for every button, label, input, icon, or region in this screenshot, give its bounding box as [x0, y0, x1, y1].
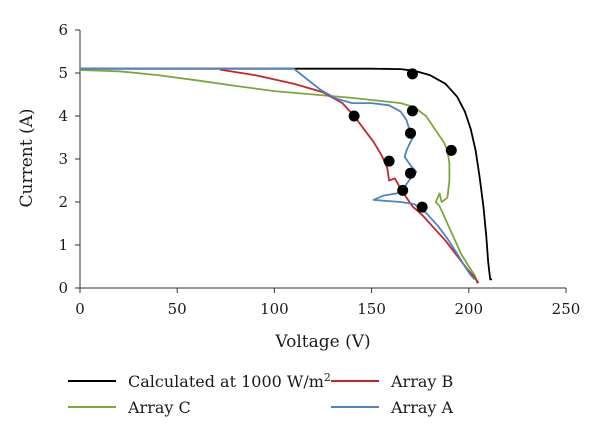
y-tick-label: 0	[58, 279, 68, 297]
mpp-point	[404, 127, 416, 139]
legend-label: Array A	[390, 398, 454, 417]
legend: Calculated at 1000 W/m2 Array C Array B Arr…	[68, 371, 454, 417]
x-tick-label: 200	[454, 300, 483, 318]
x-tick-label: 0	[75, 300, 85, 318]
series-line-array-b	[219, 68, 480, 284]
x-tick-label: 50	[168, 300, 187, 318]
mpp-point	[397, 184, 409, 196]
series-line-array-c	[79, 69, 479, 284]
mpp-points-layer	[348, 68, 457, 213]
mpp-point	[348, 110, 360, 122]
series-line-calculated-at-1000-w-m	[80, 67, 493, 281]
mpp-point	[383, 155, 395, 167]
x-tick-label: 100	[260, 300, 289, 318]
x-axis-label: Voltage (V)	[274, 332, 370, 352]
y-tick-label: 6	[58, 21, 68, 39]
mpp-point	[406, 105, 418, 117]
mpp-point	[445, 144, 457, 156]
mpp-point	[404, 167, 416, 179]
x-tick-label: 250	[552, 300, 581, 318]
legend-label-superscript: 2	[324, 371, 331, 384]
legend-label: Calculated at 1000 W/m2	[128, 371, 331, 392]
axes: Current (A) Voltage (V) 0 50 100 150 200 250 0…	[17, 21, 580, 352]
y-tick-label: 3	[58, 150, 68, 168]
y-tick-label: 4	[58, 107, 68, 125]
legend-label: Array C	[127, 398, 191, 417]
mpp-point	[406, 68, 418, 80]
y-tick-label: 5	[58, 64, 68, 82]
legend-label: Array B	[390, 372, 453, 391]
series-layer	[79, 67, 493, 284]
series-line-array-a	[80, 67, 476, 281]
mpp-point	[416, 201, 428, 213]
y-axis-label: Current (A)	[17, 109, 37, 208]
x-tick-label: 150	[357, 300, 386, 318]
y-tick-label: 1	[58, 236, 68, 254]
y-tick-label: 2	[58, 193, 68, 211]
